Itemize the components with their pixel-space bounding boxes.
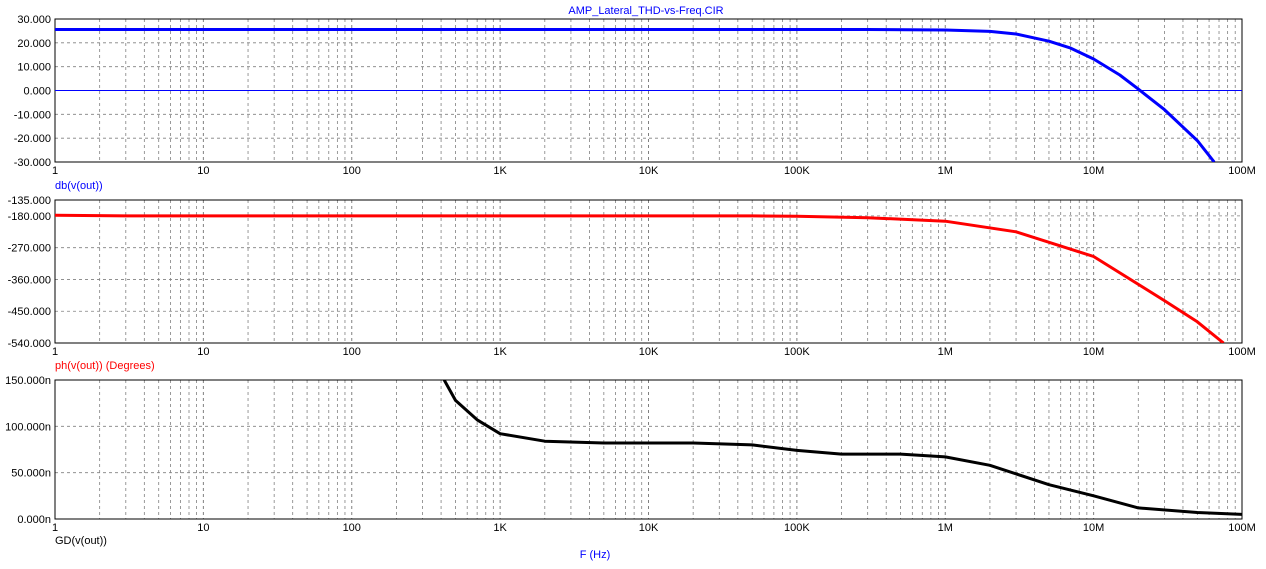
x-tick-label: 1K: [493, 165, 507, 177]
series-line-group-delay-0: [442, 380, 1242, 516]
y-tick-label: -180.000: [8, 211, 51, 223]
y-tick-label: -20.000: [14, 133, 51, 145]
x-tick-label: 10K: [639, 165, 659, 177]
x-tick-label: 100: [343, 165, 361, 177]
y-tick-label: -360.000: [8, 274, 51, 286]
x-tick-label: 1M: [938, 165, 953, 177]
plot-frame: [54, 379, 1243, 520]
chart-panels: 30.000 20.000 10.000 0.000 -10.000 -20.000 -30…: [5, 14, 1256, 547]
x-tick-label: 10K: [639, 522, 659, 534]
x-tick-label: 100: [343, 522, 361, 534]
grid-lines: [54, 199, 1242, 344]
y-tick-label: 30.000: [17, 14, 51, 26]
y-axis-label: GD(v(out)): [55, 535, 107, 547]
y-tick-label: -540.000: [8, 338, 51, 350]
x-tick-label: 100K: [784, 165, 810, 177]
y-tick-label: 100.000n: [5, 421, 51, 433]
plot-frame: [54, 199, 1243, 344]
x-tick-label: 10M: [1083, 522, 1104, 534]
grid-lines: [54, 379, 1242, 520]
series-line-phase-0: [55, 213, 1225, 343]
x-tick-label: 1M: [938, 346, 953, 358]
y-tick-label: -135.000: [8, 195, 51, 207]
x-tick-label: 10: [197, 346, 209, 358]
x-tick-label: 100M: [1228, 346, 1256, 358]
x-tick-label: 1: [52, 346, 58, 358]
y-tick-label: -270.000: [8, 243, 51, 255]
x-tick-label: 10: [197, 522, 209, 534]
x-axis-label: F (Hz): [580, 549, 611, 561]
x-tick-label: 10: [197, 165, 209, 177]
x-tick-label: 10M: [1083, 346, 1104, 358]
y-tick-label: -450.000: [8, 306, 51, 318]
panel-phase: -135.000 -180.000 -270.000 -360.000 -450.000…: [8, 195, 1256, 372]
y-tick-label: -10.000: [14, 109, 51, 121]
x-tick-label: 100K: [784, 346, 810, 358]
y-axis-label: db(v(out)): [55, 180, 103, 192]
x-tick-label: 10M: [1083, 165, 1104, 177]
panel-dB: 30.000 20.000 10.000 0.000 -10.000 -20.000 -30…: [14, 14, 1256, 192]
series-line-dB-0: [55, 28, 1216, 162]
x-tick-label: 1M: [938, 522, 953, 534]
y-tick-label: -30.000: [14, 157, 51, 169]
y-tick-label: 10.000: [17, 62, 51, 74]
x-tick-label: 100K: [784, 522, 810, 534]
chart-title: AMP_Lateral_THD-vs-Freq.CIR: [568, 5, 723, 17]
y-tick-label: 50.000n: [11, 468, 51, 480]
x-tick-label: 100M: [1228, 165, 1256, 177]
y-axis-label: ph(v(out)) (Degrees): [55, 360, 155, 372]
x-tick-label: 1: [52, 165, 58, 177]
y-tick-label: 0.000n: [17, 514, 51, 526]
x-tick-label: 100: [343, 346, 361, 358]
x-tick-label: 1K: [493, 522, 507, 534]
x-tick-label: 1K: [493, 346, 507, 358]
x-tick-label: 10K: [639, 346, 659, 358]
y-tick-label: 20.000: [17, 38, 51, 50]
x-tick-label: 100M: [1228, 522, 1256, 534]
y-tick-label: 150.000n: [5, 375, 51, 387]
x-tick-label: 1: [52, 522, 58, 534]
y-tick-label: 0.000: [23, 86, 51, 98]
